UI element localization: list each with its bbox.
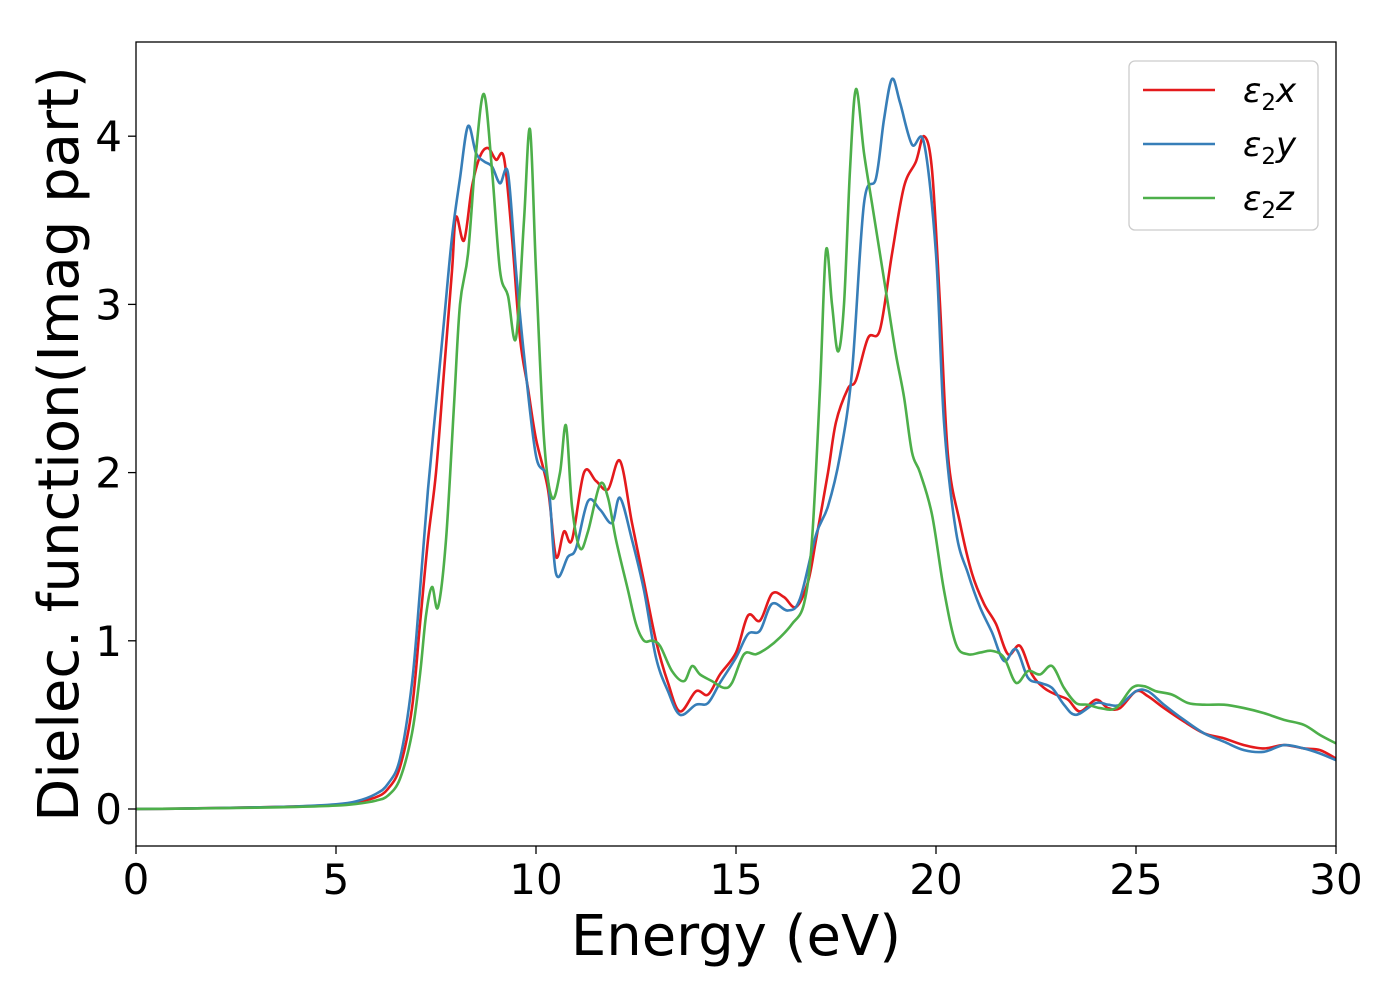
y-tick-label: 0 xyxy=(95,785,122,834)
legend-label-x: ε2x xyxy=(1243,71,1297,116)
y-axis-title: Dielec. function(Imag part) xyxy=(27,66,92,822)
legend-box xyxy=(1128,60,1319,231)
y-tick-label: 2 xyxy=(95,449,122,498)
legend-label-z: ε2z xyxy=(1243,179,1295,224)
x-tick-label: 30 xyxy=(1309,855,1362,904)
x-tick-label: 25 xyxy=(1109,855,1162,904)
legend: ε2x ε2y ε2z xyxy=(1128,60,1319,231)
x-tick-label: 15 xyxy=(709,855,762,904)
x-tick-label: 0 xyxy=(123,855,150,904)
series-line-z xyxy=(136,87,1336,811)
y-axis: 0 1 2 3 4 xyxy=(95,112,136,834)
legend-label-y: ε2y xyxy=(1243,125,1297,170)
series-layer xyxy=(136,77,1336,811)
y-tick-label: 1 xyxy=(95,617,122,666)
series-line-x xyxy=(136,134,1336,811)
x-tick-label: 5 xyxy=(323,855,350,904)
y-tick-label: 3 xyxy=(95,280,122,329)
x-tick-label: 10 xyxy=(509,855,562,904)
x-axis: 0 5 10 15 20 25 30 xyxy=(123,846,1363,904)
y-tick-label: 4 xyxy=(95,112,122,161)
x-axis-title: Energy (eV) xyxy=(571,904,901,969)
x-tick-label: 20 xyxy=(909,855,962,904)
series-line-y xyxy=(136,77,1336,811)
